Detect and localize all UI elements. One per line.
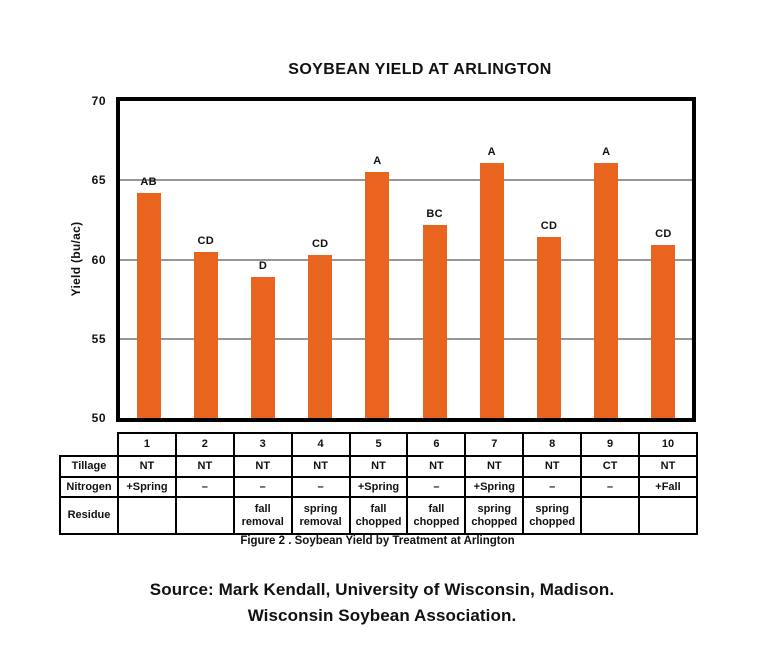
nitrogen-cell: +Spring [464, 476, 525, 498]
row-header-tillage: Tillage [59, 455, 119, 478]
nitrogen-cell: +Fall [638, 476, 698, 498]
nitrogen-cell: – [580, 476, 641, 498]
bar-column: BC [406, 101, 463, 418]
residue-cell [174, 496, 235, 535]
gridline [120, 179, 692, 182]
bar-significance-label: D [258, 259, 268, 272]
bar-treatment-4 [308, 254, 333, 418]
treatment-table: 1 2 3 4 5 6 7 8 9 10 Tillage NT NT NT NT NT NT NT NT CT NT Ni… [59, 432, 698, 535]
chart-title: SOYBEAN YIELD AT ARLINGTON [288, 61, 552, 78]
residue-cell: fall removal [232, 496, 293, 535]
residue-cell [580, 496, 641, 535]
treatment-number-cell: 4 [290, 432, 351, 457]
y-tick-label: 70 [91, 94, 106, 108]
tillage-cell: NT [174, 455, 235, 478]
bar-treatment-6 [422, 224, 447, 418]
bar-column: CD [177, 101, 234, 418]
tillage-cell: NT [232, 455, 293, 478]
source-text: Source: Mark Kendall, University of Wisc… [0, 577, 764, 629]
nitrogen-cell: – [232, 476, 293, 498]
tillage-cell: NT [522, 455, 583, 478]
tillage-cell: NT [117, 455, 177, 478]
bar-significance-label: A [373, 155, 382, 168]
gridline [120, 337, 692, 340]
nitrogen-cell: +Spring [117, 476, 177, 498]
bar-significance-label: CD [540, 220, 558, 233]
bar-significance-label: BC [426, 207, 443, 220]
nitrogen-cell: – [174, 476, 235, 498]
residue-cell: spring removal [290, 496, 351, 535]
tillage-cell: NT [464, 455, 525, 478]
nitrogen-cell: +Spring [348, 476, 409, 498]
source-line-1: Source: Mark Kendall, University of Wisc… [149, 580, 615, 599]
nitrogen-cell: – [522, 476, 583, 498]
y-tick-label: 55 [91, 331, 106, 346]
treatment-number-cell: 10 [638, 432, 698, 457]
y-tick-label: 50 [91, 411, 106, 425]
bar-treatment-3 [250, 276, 275, 418]
treatment-number-cell: 2 [174, 432, 235, 457]
source-line-2: Wisconsin Soybean Association. [247, 606, 517, 625]
nitrogen-cell: – [290, 476, 351, 498]
row-header-nitrogen: Nitrogen [59, 476, 119, 498]
y-tick-label: 60 [91, 252, 106, 267]
bar-column: CD [292, 101, 349, 418]
bar-column: AB [120, 101, 177, 418]
bar-significance-label: CD [655, 228, 672, 241]
bar-treatment-5 [365, 172, 390, 418]
tillage-cell: NT [638, 455, 698, 478]
y-axis-ticks: 50 55 60 65 70 [60, 94, 106, 425]
residue-cell: spring chopped [522, 496, 583, 535]
y-axis-label: Yield (bu/ac) [69, 221, 83, 297]
treatment-number-cell: 1 [117, 432, 177, 457]
bar-column: A [349, 101, 406, 418]
plot-area: AB CD D CD A BC A CD A CD [116, 97, 696, 422]
treatment-number-cell: 5 [348, 432, 409, 457]
treatment-number-cell: 6 [406, 432, 467, 457]
residue-cell [638, 496, 698, 535]
residue-cell [117, 496, 177, 535]
row-header-residue: Residue [59, 496, 119, 535]
bar-significance-label: CD [197, 234, 215, 247]
treatment-number-cell: 9 [580, 432, 641, 457]
figure-caption: Figure 2 . Soybean Yield by Treatment at… [240, 535, 515, 547]
tillage-cell: NT [290, 455, 351, 478]
bar-column: A [463, 101, 520, 418]
residue-cell: fall chopped [348, 496, 409, 535]
gridline [120, 258, 692, 261]
bar-treatment-10 [651, 245, 676, 418]
residue-cell: fall chopped [406, 496, 467, 535]
y-tick-label: 65 [91, 173, 106, 188]
bar-treatment-1 [136, 192, 161, 418]
nitrogen-cell: – [406, 476, 467, 498]
tillage-cell: CT [580, 455, 641, 478]
bar-column: CD [635, 101, 692, 418]
tillage-cell: NT [348, 455, 409, 478]
table-corner-cell [60, 433, 118, 456]
bar-treatment-9 [594, 162, 619, 418]
bar-significance-label: CD [311, 237, 329, 250]
bar-column: CD [520, 101, 577, 418]
residue-cell: spring chopped [464, 496, 525, 535]
bar-significance-label: A [487, 145, 496, 158]
tillage-cell: NT [406, 455, 467, 478]
bar-treatment-7 [479, 162, 504, 418]
bar-column: D [234, 101, 291, 418]
bar-significance-label: AB [140, 175, 157, 188]
bar-column: A [578, 101, 635, 418]
plot-inner: AB CD D CD A BC A CD A CD [120, 101, 692, 418]
treatment-number-cell: 7 [464, 432, 525, 457]
treatment-number-cell: 3 [232, 432, 293, 457]
treatment-number-cell: 8 [522, 432, 583, 457]
bar-significance-label: A [602, 145, 611, 158]
bar-treatment-8 [536, 237, 561, 418]
bar-treatment-2 [193, 251, 218, 418]
